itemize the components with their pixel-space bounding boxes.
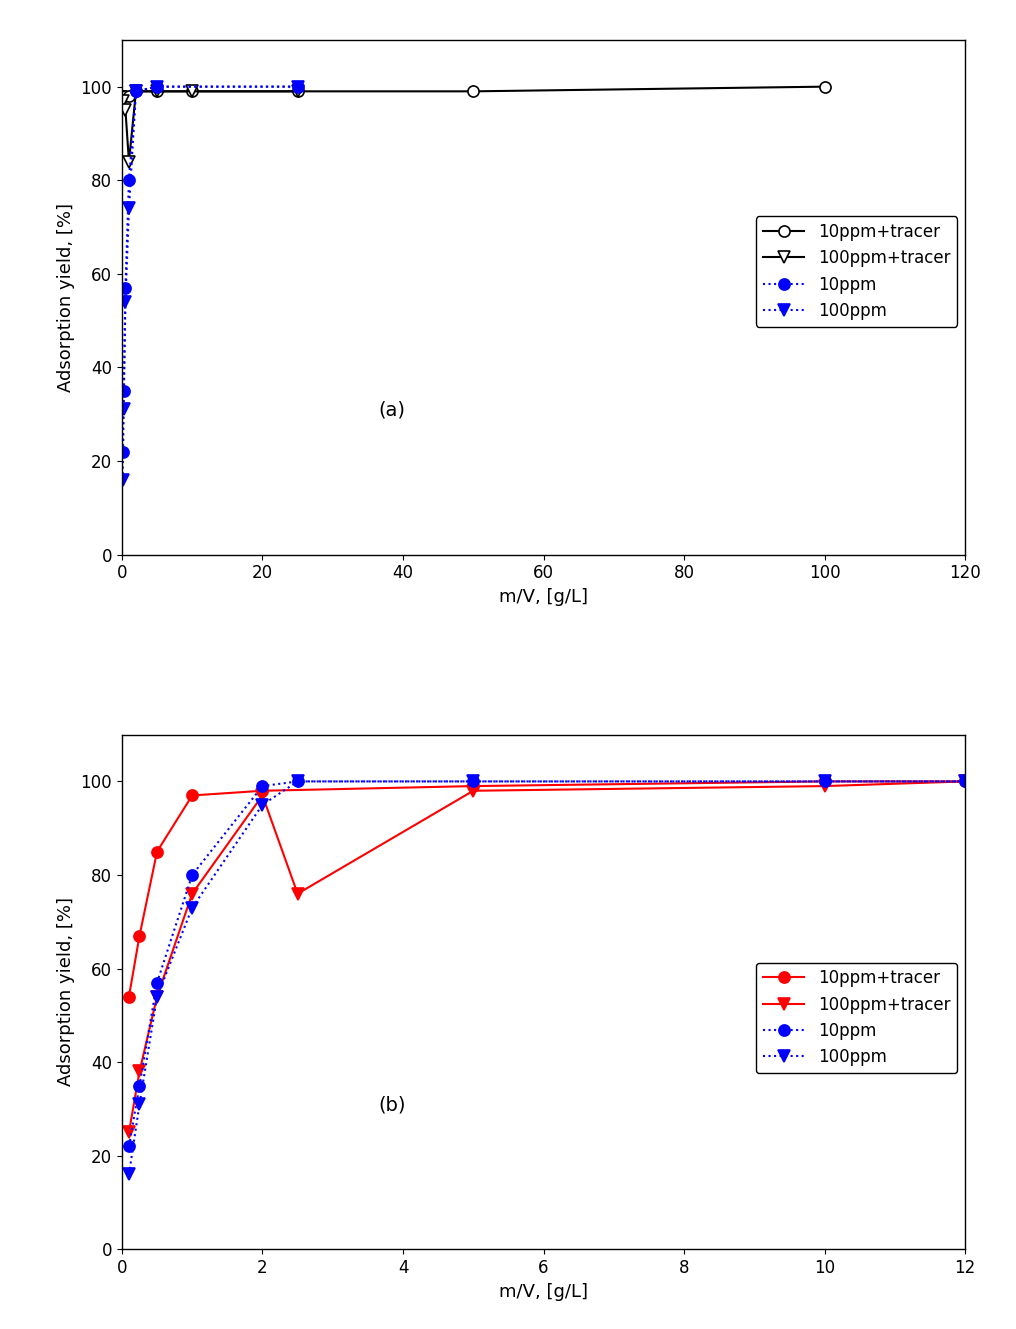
Text: (b): (b) — [378, 1095, 405, 1115]
Line: 10ppm: 10ppm — [123, 776, 970, 1152]
100ppm+tracer — [151, 84, 164, 100]
Legend: 10ppm+tracer, 100ppm+tracer, 10ppm, 100ppm: 10ppm+tracer, 100ppm+tracer, 10ppm, 100p… — [756, 962, 957, 1073]
100ppm+tracer — [292, 84, 304, 100]
Line: 10ppm+tracer: 10ppm+tracer — [123, 776, 970, 1002]
Line: 100ppm: 100ppm — [117, 81, 303, 485]
100ppm — [123, 201, 135, 217]
Text: (a): (a) — [378, 401, 405, 420]
Y-axis label: Adsorption yield, [%]: Adsorption yield, [%] — [57, 897, 75, 1086]
100ppm — [292, 773, 304, 789]
10ppm — [130, 84, 142, 100]
10ppm+tracer — [130, 84, 142, 100]
10ppm — [151, 78, 164, 94]
100ppm+tracer — [256, 788, 268, 804]
10ppm+tracer — [123, 88, 135, 104]
10ppm — [119, 280, 131, 296]
10ppm+tracer — [819, 773, 831, 789]
10ppm+tracer — [292, 84, 304, 100]
100ppm — [819, 773, 831, 789]
100ppm — [133, 1096, 145, 1112]
10ppm — [133, 1078, 145, 1094]
10ppm+tracer — [123, 989, 135, 1005]
10ppm+tracer — [119, 88, 131, 104]
10ppm — [151, 974, 164, 990]
100ppm — [467, 773, 480, 789]
10ppm+tracer — [117, 88, 129, 104]
10ppm — [123, 1139, 135, 1155]
100ppm+tracer — [292, 885, 304, 901]
100ppm — [130, 84, 142, 100]
Line: 10ppm+tracer: 10ppm+tracer — [117, 81, 830, 101]
100ppm — [123, 1167, 135, 1183]
X-axis label: m/V, [g/L]: m/V, [g/L] — [499, 1282, 588, 1301]
10ppm+tracer — [151, 844, 164, 860]
100ppm+tracer — [117, 93, 129, 109]
Line: 100ppm: 100ppm — [123, 776, 970, 1180]
100ppm — [256, 797, 268, 813]
100ppm — [186, 900, 198, 916]
10ppm+tracer — [819, 78, 831, 94]
100ppm+tracer — [133, 1063, 145, 1079]
Legend: 10ppm+tracer, 100ppm+tracer, 10ppm, 100ppm: 10ppm+tracer, 100ppm+tracer, 10ppm, 100p… — [756, 217, 957, 327]
10ppm+tracer — [186, 84, 198, 100]
100ppm+tracer — [186, 84, 198, 100]
10ppm+tracer — [151, 84, 164, 100]
Line: 100ppm+tracer: 100ppm+tracer — [123, 776, 970, 1138]
10ppm — [117, 444, 129, 460]
10ppm — [467, 773, 480, 789]
10ppm — [256, 777, 268, 793]
10ppm — [819, 773, 831, 789]
10ppm+tracer — [186, 788, 198, 804]
X-axis label: m/V, [g/L]: m/V, [g/L] — [499, 587, 588, 606]
100ppm — [151, 989, 164, 1005]
100ppm — [292, 78, 304, 94]
Line: 10ppm: 10ppm — [117, 81, 303, 457]
10ppm+tracer — [467, 777, 480, 793]
10ppm — [123, 173, 135, 189]
100ppm+tracer — [186, 885, 198, 901]
100ppm — [119, 294, 131, 310]
100ppm+tracer — [819, 777, 831, 793]
10ppm — [186, 867, 198, 882]
100ppm — [151, 78, 164, 94]
100ppm+tracer — [123, 154, 135, 170]
100ppm — [118, 401, 130, 417]
100ppm+tracer — [130, 84, 142, 100]
10ppm+tracer — [467, 84, 480, 100]
100ppm — [117, 472, 129, 488]
100ppm+tracer — [151, 989, 164, 1005]
100ppm+tracer — [123, 1124, 135, 1140]
10ppm — [292, 773, 304, 789]
Line: 100ppm+tracer: 100ppm+tracer — [117, 86, 303, 167]
Y-axis label: Adsorption yield, [%]: Adsorption yield, [%] — [57, 203, 75, 392]
10ppm+tracer — [959, 773, 971, 789]
100ppm — [959, 773, 971, 789]
10ppm — [959, 773, 971, 789]
10ppm — [292, 78, 304, 94]
10ppm — [118, 383, 130, 399]
10ppm+tracer — [133, 928, 145, 944]
100ppm+tracer — [467, 783, 480, 799]
100ppm+tracer — [959, 773, 971, 789]
100ppm+tracer — [119, 102, 131, 118]
10ppm+tracer — [256, 783, 268, 799]
